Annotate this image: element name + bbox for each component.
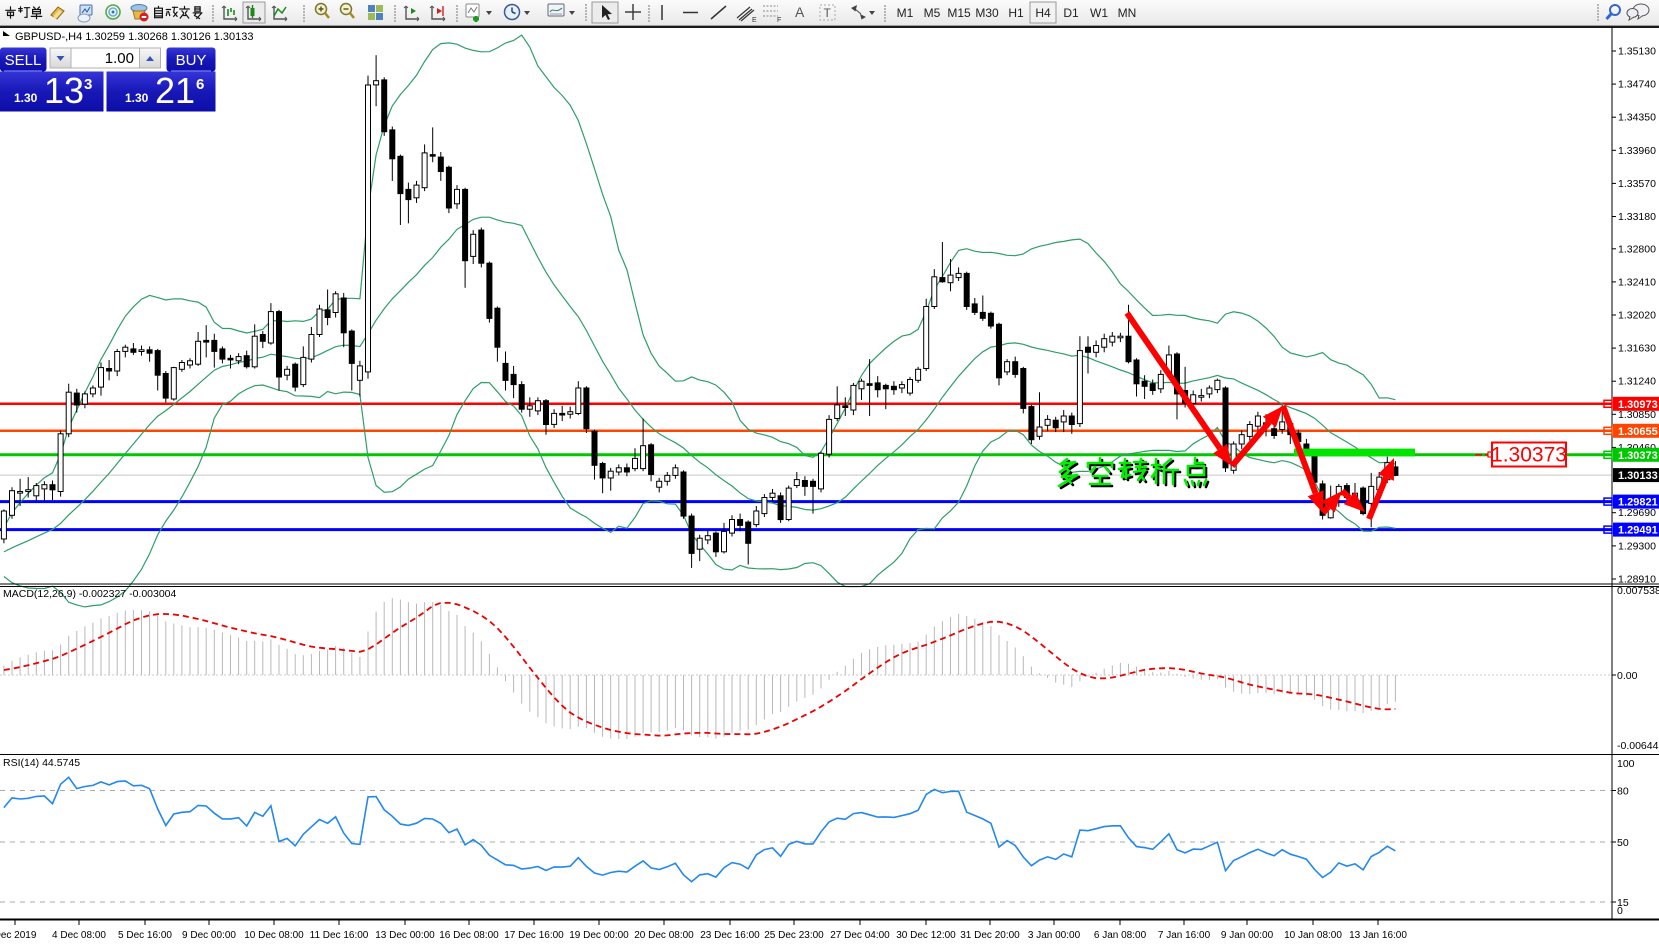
svg-text:0: 0	[1617, 905, 1623, 917]
svg-text:30 Dec 12:00: 30 Dec 12:00	[896, 930, 956, 941]
svg-text:F: F	[777, 17, 781, 24]
svg-text:1.29491: 1.29491	[1618, 525, 1658, 537]
svg-text:1.28910: 1.28910	[1618, 574, 1656, 586]
svg-text:1.00: 1.00	[105, 50, 134, 67]
svg-text:20 Dec 08:00: 20 Dec 08:00	[634, 930, 694, 941]
svg-text:1.30: 1.30	[14, 91, 38, 105]
svg-text:80: 80	[1617, 786, 1629, 798]
svg-text:E: E	[752, 17, 757, 24]
svg-text:0.00: 0.00	[1617, 670, 1638, 682]
svg-text:1.32410: 1.32410	[1618, 276, 1656, 288]
svg-text:1.30373: 1.30373	[1618, 450, 1658, 462]
svg-text:13 Dec 00:00: 13 Dec 00:00	[375, 930, 435, 941]
svg-text:4 Dec 08:00: 4 Dec 08:00	[52, 930, 106, 941]
svg-text:T: T	[824, 6, 832, 20]
svg-text:10 Dec 08:00: 10 Dec 08:00	[244, 930, 304, 941]
svg-text:1.30655: 1.30655	[1618, 426, 1658, 438]
svg-text:17 Dec 16:00: 17 Dec 16:00	[504, 930, 564, 941]
svg-text:Dec 2019: Dec 2019	[0, 930, 37, 941]
svg-text:25 Dec 23:00: 25 Dec 23:00	[764, 930, 824, 941]
svg-text:M30: M30	[975, 6, 999, 20]
svg-text:H4: H4	[1035, 6, 1051, 20]
svg-text:9 Dec 00:00: 9 Dec 00:00	[182, 930, 236, 941]
svg-text:M1: M1	[897, 6, 914, 20]
svg-text:W1: W1	[1090, 6, 1108, 20]
svg-text:1.33570: 1.33570	[1618, 178, 1656, 190]
svg-text:50: 50	[1617, 837, 1629, 849]
svg-text:1.30973: 1.30973	[1618, 399, 1658, 411]
svg-text:MACD(12,26,9) -0.002327 -0.003: MACD(12,26,9) -0.002327 -0.003004	[3, 588, 177, 600]
svg-text:31 Dec 20:00: 31 Dec 20:00	[960, 930, 1020, 941]
svg-text:SELL: SELL	[5, 52, 42, 69]
svg-text:5 Dec 16:00: 5 Dec 16:00	[118, 930, 172, 941]
svg-text:13: 13	[44, 70, 84, 111]
svg-text:21: 21	[155, 70, 195, 111]
svg-text:9 Jan 00:00: 9 Jan 00:00	[1221, 930, 1274, 941]
svg-text:13 Jan 16:00: 13 Jan 16:00	[1349, 930, 1407, 941]
svg-text:M15: M15	[947, 6, 971, 20]
svg-text:10 Jan 08:00: 10 Jan 08:00	[1284, 930, 1342, 941]
svg-text:1.29690: 1.29690	[1618, 507, 1656, 519]
svg-text:1.34740: 1.34740	[1618, 79, 1656, 91]
svg-text:3 Jan 00:00: 3 Jan 00:00	[1028, 930, 1081, 941]
svg-text:1.30373: 1.30373	[1491, 444, 1567, 467]
svg-text:1.35130: 1.35130	[1618, 46, 1656, 58]
svg-text:3: 3	[84, 76, 92, 93]
svg-text:1.30133: 1.30133	[1618, 470, 1658, 482]
svg-text:1.32800: 1.32800	[1618, 243, 1656, 255]
svg-text:1.30850: 1.30850	[1618, 409, 1656, 421]
svg-text:16 Dec 08:00: 16 Dec 08:00	[439, 930, 499, 941]
svg-text:1.31240: 1.31240	[1618, 376, 1656, 388]
svg-text:A: A	[795, 4, 805, 20]
svg-text:1.29300: 1.29300	[1618, 540, 1656, 552]
svg-text:11 Dec 16:00: 11 Dec 16:00	[310, 930, 369, 941]
svg-text:6: 6	[196, 76, 204, 93]
svg-text:15: 15	[1617, 897, 1629, 909]
svg-text:27 Dec 04:00: 27 Dec 04:00	[830, 930, 890, 941]
svg-text:1.31630: 1.31630	[1618, 343, 1656, 355]
svg-text:19 Dec 00:00: 19 Dec 00:00	[569, 930, 629, 941]
svg-text:H1: H1	[1008, 6, 1024, 20]
svg-text:23 Dec 16:00: 23 Dec 16:00	[700, 930, 760, 941]
svg-text:1.32020: 1.32020	[1618, 310, 1656, 322]
svg-text:D1: D1	[1063, 6, 1079, 20]
svg-text:1.30: 1.30	[125, 91, 149, 105]
svg-text:7 Jan 16:00: 7 Jan 16:00	[1158, 930, 1211, 941]
svg-text:1.33960: 1.33960	[1618, 145, 1656, 157]
svg-text:1.34350: 1.34350	[1618, 112, 1656, 124]
svg-text:M5: M5	[924, 6, 941, 20]
svg-text:MN: MN	[1118, 6, 1137, 20]
svg-text:1.29821: 1.29821	[1618, 497, 1658, 509]
svg-text:6 Jan 08:00: 6 Jan 08:00	[1094, 930, 1147, 941]
svg-text:GBPUSD-,H4 1.30259 1.30268 1.: GBPUSD-,H4 1.30259 1.30268 1.30126 1.301…	[15, 31, 254, 43]
svg-text:BUY: BUY	[176, 52, 207, 69]
svg-text:1.33180: 1.33180	[1618, 211, 1656, 223]
svg-text:0.007538: 0.007538	[1617, 585, 1659, 597]
svg-text:100: 100	[1617, 758, 1635, 770]
svg-text:-0.006446: -0.006446	[1617, 740, 1659, 752]
svg-text:RSI(14) 44.5745: RSI(14) 44.5745	[3, 757, 80, 769]
